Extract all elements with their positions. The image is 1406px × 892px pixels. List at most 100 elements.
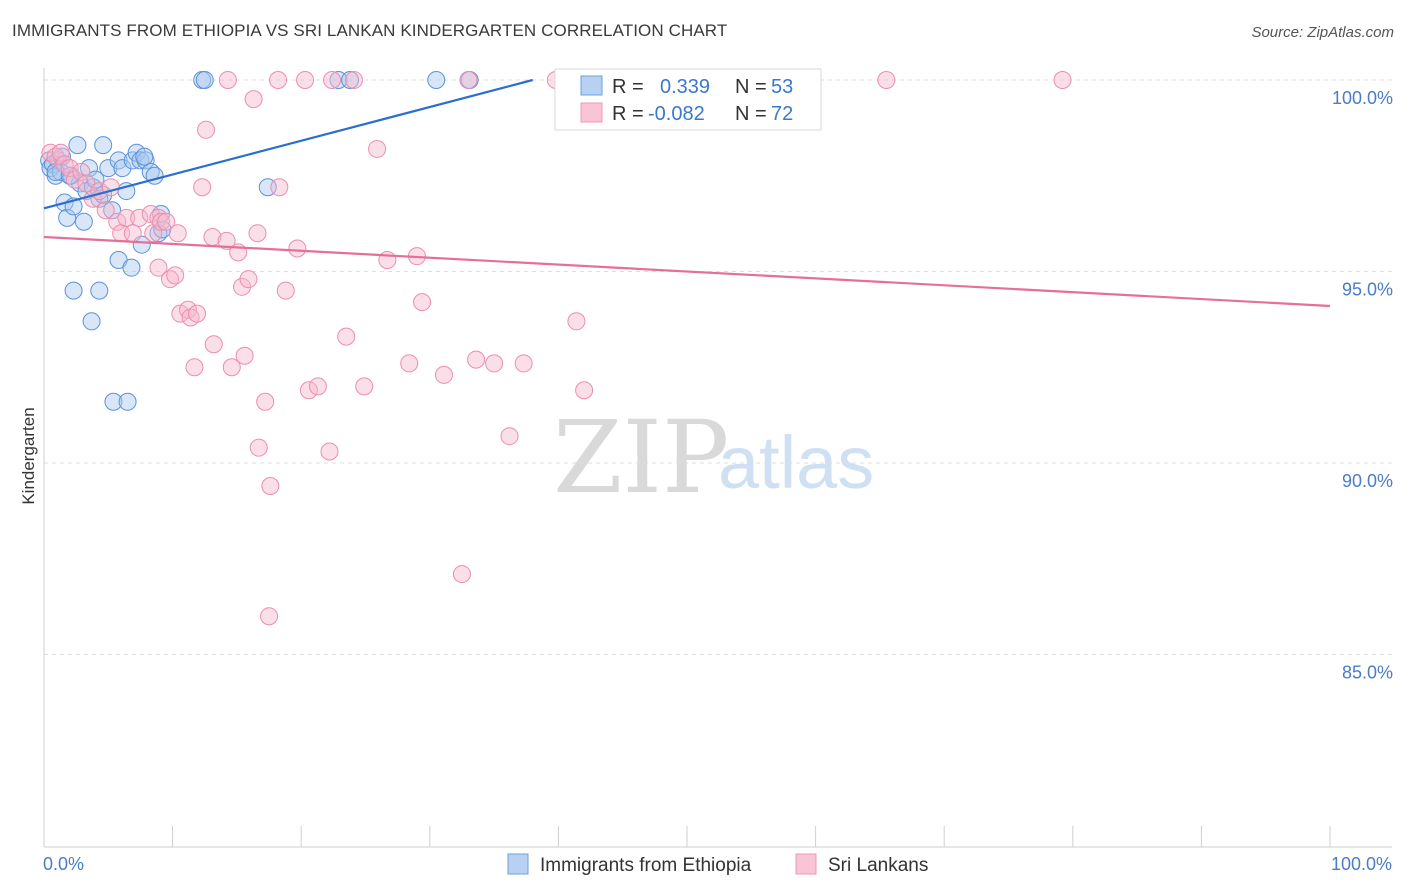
legend-r-label-ethiopia: R = <box>612 76 644 98</box>
srilanka-point-12 <box>108 212 127 231</box>
legend-r-value-ethiopia: 0.339 <box>660 76 710 98</box>
srilanka-point-4 <box>60 159 79 178</box>
watermark: ZIP atlas <box>553 399 874 516</box>
correlation-legend: R = 0.339 N = 53 R = -0.082 N = 72 <box>554 68 822 131</box>
srilanka-point-39 <box>249 438 268 457</box>
srilanka-point-16 <box>130 208 149 227</box>
srilanka-point-62 <box>185 358 204 377</box>
srilanka-point-15 <box>123 224 142 243</box>
srilanka-point-53 <box>413 293 432 312</box>
srilanka-point-30 <box>193 178 212 197</box>
x-tick-label-min: 0.0% <box>43 854 84 874</box>
ethiopia-point-18 <box>94 136 113 155</box>
y-tick-labels: 100.0% 95.0% 90.0% 85.0% <box>1332 88 1393 683</box>
y-tick-label-100: 100.0% <box>1332 88 1393 108</box>
srilanka-point-72 <box>344 71 363 89</box>
srilanka-point-29 <box>188 304 207 323</box>
srilanka-point-48 <box>355 377 374 396</box>
ethiopia-point-39 <box>118 392 137 411</box>
srilanka-point-73 <box>459 71 478 89</box>
srilanka-point-49 <box>368 139 387 158</box>
bottom-legend-label-ethiopia: Immigrants from Ethiopia <box>540 855 752 876</box>
srilanka-point-35 <box>233 277 252 296</box>
legend-r-label-srilanka: R = <box>612 103 644 125</box>
srilanka-point-59 <box>567 312 586 331</box>
ethiopia-point-35 <box>64 281 83 300</box>
srilanka-point-5 <box>65 170 84 189</box>
srilanka-point-60 <box>575 381 594 400</box>
ethiopia-point-36 <box>90 281 109 300</box>
axes <box>43 68 1392 848</box>
bottom-legend: Immigrants from Ethiopia Sri Lankans <box>507 853 928 876</box>
legend-r-value-srilanka: -0.082 <box>648 103 705 125</box>
watermark-zip: ZIP <box>553 399 729 516</box>
trend-lines <box>43 78 1331 308</box>
srilanka-point-21 <box>157 212 176 231</box>
x-ticks <box>43 826 1331 847</box>
srilanka-point-14 <box>117 208 136 227</box>
srilanka-point-44 <box>299 381 318 400</box>
ethiopia-point-10 <box>68 136 87 155</box>
srilanka-point-42 <box>276 281 295 300</box>
ethiopia-point-22 <box>113 159 132 178</box>
ethiopia-point-12 <box>74 212 93 231</box>
srilanka-point-20 <box>152 212 171 231</box>
y-tick-label-85: 85.0% <box>1342 663 1393 683</box>
legend-n-value-srilanka: 72 <box>771 103 793 125</box>
ethiopia-point-44 <box>427 71 446 89</box>
y-tick-label-95: 95.0% <box>1342 280 1393 300</box>
srilanka-point-6 <box>72 162 91 181</box>
y-axis-title: Kindergarten <box>19 407 38 504</box>
srilanka-point-31 <box>197 120 216 139</box>
bottom-legend-swatch-srilanka <box>795 853 817 875</box>
source-label: Source: ZipAtlas.com <box>1251 24 1394 41</box>
srilanka-point-67 <box>452 565 471 584</box>
ethiopia-point-51 <box>135 147 154 166</box>
srilanka-point-65 <box>256 392 275 411</box>
srilanka-point-63 <box>222 358 241 377</box>
srilanka-point-24 <box>166 266 185 285</box>
srilanka-point-25 <box>168 224 187 243</box>
srilanka-point-41 <box>270 178 289 197</box>
ethiopia-point-19 <box>99 159 118 178</box>
bottom-legend-label-srilanka: Sri Lankans <box>828 855 928 876</box>
ethiopia-point-34 <box>122 258 141 277</box>
srilanka-point-56 <box>485 354 504 373</box>
srilanka-point-51 <box>400 354 419 373</box>
ethiopia-point-20 <box>103 201 122 220</box>
legend-n-label-ethiopia: N = <box>735 76 767 98</box>
x-tick-label-max: 100.0% <box>1331 854 1392 874</box>
trend-line-srilanka <box>43 235 1331 308</box>
y-tick-label-90: 90.0% <box>1342 471 1393 491</box>
srilanka-point-38 <box>248 224 267 243</box>
srilanka-point-70 <box>296 71 315 89</box>
legend-n-label-srilanka: N = <box>735 103 767 125</box>
srilanka-point-61 <box>204 335 223 354</box>
srilanka-point-45 <box>308 377 327 396</box>
srilanka-point-71 <box>323 71 342 89</box>
srilanka-point-55 <box>467 350 486 369</box>
bottom-legend-swatch-ethiopia <box>507 853 529 875</box>
srilanka-point-40 <box>261 476 280 495</box>
srilanka-point-66 <box>260 607 279 626</box>
srilanka-point-22 <box>149 258 168 277</box>
srilanka-point-33 <box>217 231 236 250</box>
series-srilanka-points <box>41 71 1072 626</box>
srilanka-point-36 <box>239 270 258 289</box>
srilanka-point-75 <box>877 71 896 89</box>
trend-line-ethiopia <box>43 78 533 210</box>
legend-swatch-srilanka <box>580 102 603 123</box>
ethiopia-point-38 <box>104 392 123 411</box>
srilanka-point-69 <box>269 71 288 89</box>
ethiopia-point-43 <box>341 71 360 89</box>
ethiopia-point-16 <box>86 170 105 189</box>
srilanka-point-47 <box>337 327 356 346</box>
ethiopia-point-7 <box>58 208 77 227</box>
ethiopia-point-37 <box>82 312 101 331</box>
srilanka-point-37 <box>244 90 263 109</box>
srilanka-point-2 <box>51 143 70 162</box>
srilanka-point-68 <box>218 71 237 89</box>
srilanka-point-76 <box>1053 71 1072 89</box>
legend-swatch-ethiopia <box>580 75 603 96</box>
